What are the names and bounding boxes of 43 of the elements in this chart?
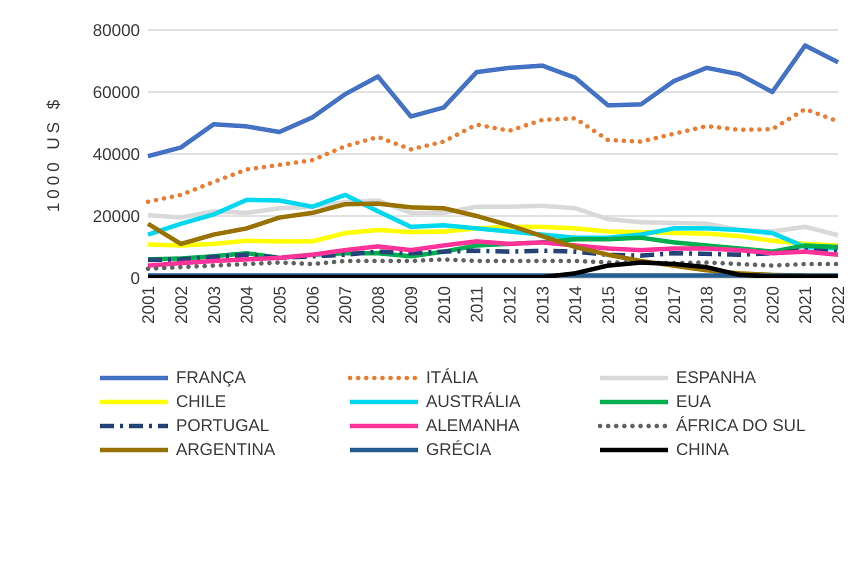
legend-label: ESPANHA <box>676 368 756 388</box>
x-tick-label: 2022 <box>829 286 848 324</box>
x-tick-label: 2006 <box>303 286 322 324</box>
x-tick-label: 2011 <box>468 286 487 323</box>
x-tick-label: 2004 <box>238 286 257 324</box>
x-tick-label: 2010 <box>434 286 454 324</box>
legend-label: CHINA <box>676 440 729 460</box>
x-tick-label: 2021 <box>796 286 816 324</box>
x-tick-label: 2002 <box>172 286 191 324</box>
x-tick-label: 2017 <box>664 286 684 324</box>
x-tick-label: 2019 <box>730 286 750 324</box>
y-tick-label: 0 <box>130 269 140 288</box>
y-tick-label: 40000 <box>92 145 140 164</box>
x-tick-label: 2016 <box>632 286 651 324</box>
line-series <box>146 43 840 158</box>
x-tick-label: 2005 <box>270 286 290 324</box>
x-tick-label: 2018 <box>698 286 717 324</box>
legend-label: ARGENTINA <box>176 440 276 460</box>
line-series <box>146 257 840 271</box>
x-tick-label: 2020 <box>763 286 782 324</box>
legend-label: ÁFRICA DO SUL <box>676 416 806 436</box>
y-tick-label: 80000 <box>92 21 140 40</box>
legend-label: CHILE <box>176 392 226 412</box>
x-tick-label: 2015 <box>599 286 618 324</box>
y-tick-label: 60000 <box>92 83 140 102</box>
legend-label: GRÉCIA <box>426 440 492 460</box>
legend-label: AUSTRÁLIA <box>426 392 520 412</box>
line-series <box>146 239 840 268</box>
x-tick-label: 2014 <box>566 286 586 324</box>
legend-label: ITÁLIA <box>426 368 478 388</box>
x-tick-label: 2001 <box>139 286 158 324</box>
y-tick-label: 20000 <box>92 207 140 226</box>
x-tick-label: 2003 <box>204 286 224 324</box>
y-axis-title: 1000 US $ <box>44 96 64 212</box>
x-tick-label: 2013 <box>533 286 552 324</box>
x-tick-label: 2007 <box>336 286 356 324</box>
legend-label: FRANÇA <box>176 368 246 388</box>
x-tick-label: 2008 <box>369 286 388 324</box>
legend-label: PORTUGAL <box>176 416 270 436</box>
legend-label: ALEMANHA <box>426 416 520 436</box>
x-tick-label: 2012 <box>500 286 520 324</box>
x-tick-label: 2009 <box>402 286 421 324</box>
legend-label: EUA <box>676 392 711 412</box>
